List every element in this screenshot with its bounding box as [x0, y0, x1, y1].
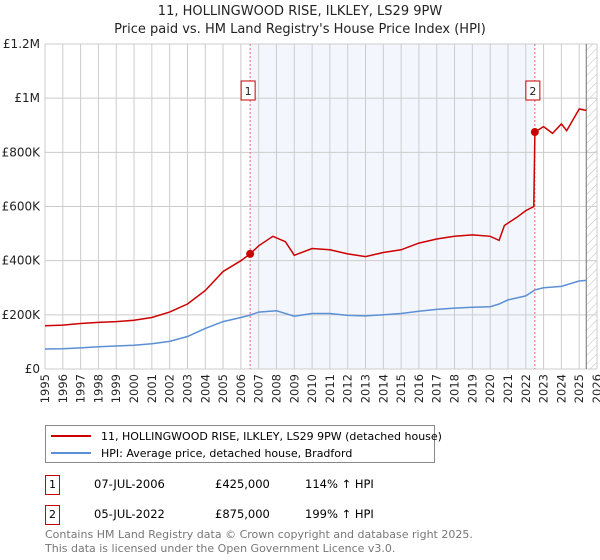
sale-point: [530, 128, 539, 137]
legend-item-hpi: HPI: Average price, detached house, Brad…: [46, 445, 352, 461]
y-tick-label: £200K: [2, 308, 42, 322]
x-tick-label: 2025: [572, 374, 586, 403]
chart-title: 11, HOLLINGWOOD RISE, ILKLEY, LS29 9PW: [157, 4, 443, 19]
x-tick-label: 2026: [590, 374, 600, 403]
x-tick-label: 2010: [305, 374, 319, 403]
x-tick-label: 2020: [483, 374, 497, 403]
sale-label: 1: [245, 85, 252, 98]
footer-copyright: Contains HM Land Registry data © Crown c…: [45, 528, 473, 541]
y-tick-label: £800K: [2, 145, 42, 159]
x-tick-label: 2018: [448, 374, 462, 403]
legend-item-property: 11, HOLLINGWOOD RISE, ILKLEY, LS29 9PW (…: [46, 428, 442, 444]
blue-line-swatch: [51, 452, 91, 454]
x-tick-label: 1996: [56, 374, 70, 403]
sale-row: 2 05-JUL-2022 £875,000 199% ↑ HPI: [45, 505, 545, 525]
sale-row: 1 07-JUL-2006 £425,000 114% ↑ HPI: [45, 475, 545, 495]
x-tick-label: 2022: [519, 374, 533, 403]
price-chart: 1995 1996 1997 1998 1999 2000 2001 2002 2003 2004…: [2, 37, 600, 403]
x-tick-label: 1997: [74, 374, 88, 403]
x-tick-label: 2017: [430, 374, 444, 403]
x-tick-label: 2009: [287, 374, 301, 403]
sale-hpi: 199% ↑ HPI: [305, 507, 374, 521]
x-tick-label: 2014: [376, 374, 390, 403]
y-tick-label: £0: [25, 362, 40, 376]
x-tick-label: 1999: [109, 374, 123, 403]
footer: Contains HM Land Registry data © Crown c…: [45, 528, 473, 556]
x-tick-label: 2024: [554, 374, 568, 403]
x-tick-label: 2005: [216, 374, 230, 403]
x-tick-label: 1998: [91, 374, 105, 403]
series-line: [44, 279, 587, 350]
sale-hpi: 114% ↑ HPI: [305, 477, 374, 491]
x-tick-label: 2006: [234, 374, 248, 403]
x-tick-label: 2013: [359, 374, 373, 403]
x-tick-label: 2003: [180, 374, 194, 403]
y-tick-label: £1.2M: [3, 37, 40, 51]
red-line-swatch: [51, 435, 91, 437]
x-tick-label: 2016: [412, 374, 426, 403]
y-tick-label: £400K: [2, 254, 42, 268]
x-tick-label: 2019: [465, 374, 479, 403]
x-tick-label: 2015: [394, 374, 408, 403]
x-tick-label: 2004: [198, 374, 212, 403]
legend: 11, HOLLINGWOOD RISE, ILKLEY, LS29 9PW (…: [45, 425, 442, 463]
sale-price: £425,000: [215, 477, 270, 491]
x-tick-label: 2001: [145, 374, 159, 403]
x-tick-label: 2012: [341, 374, 355, 403]
x-tick-label: 1995: [38, 374, 52, 403]
sale-price: £875,000: [215, 507, 270, 521]
y-tick-label: £1M: [14, 91, 40, 105]
sale-point: [246, 249, 255, 258]
series-line: [44, 108, 587, 327]
sale-marker-box: 2: [45, 505, 60, 525]
x-tick-label: 2007: [252, 374, 266, 403]
sale-label: 2: [529, 85, 536, 98]
y-tick-label: £600K: [2, 200, 42, 214]
x-tick-label: 2008: [269, 374, 283, 403]
sale-label-box: [525, 80, 541, 101]
sale-date: 05-JUL-2022: [94, 507, 165, 521]
legend-label: HPI: Average price, detached house, Brad…: [101, 446, 353, 460]
x-tick-label: 2002: [163, 374, 177, 403]
sale-marker-box: 1: [45, 475, 60, 495]
legend-label: 11, HOLLINGWOOD RISE, ILKLEY, LS29 9PW (…: [101, 429, 442, 443]
sale-date: 07-JUL-2006: [94, 477, 165, 491]
chart-subtitle: Price paid vs. HM Land Registry's House …: [114, 22, 486, 37]
footer-licence: This data is licensed under the Open Gov…: [45, 542, 396, 555]
x-tick-label: 2023: [537, 374, 551, 403]
x-tick-label: 2021: [501, 374, 515, 403]
x-tick-label: 2011: [323, 374, 337, 403]
sale-label-box: [240, 80, 256, 101]
x-tick-label: 2000: [127, 374, 141, 403]
